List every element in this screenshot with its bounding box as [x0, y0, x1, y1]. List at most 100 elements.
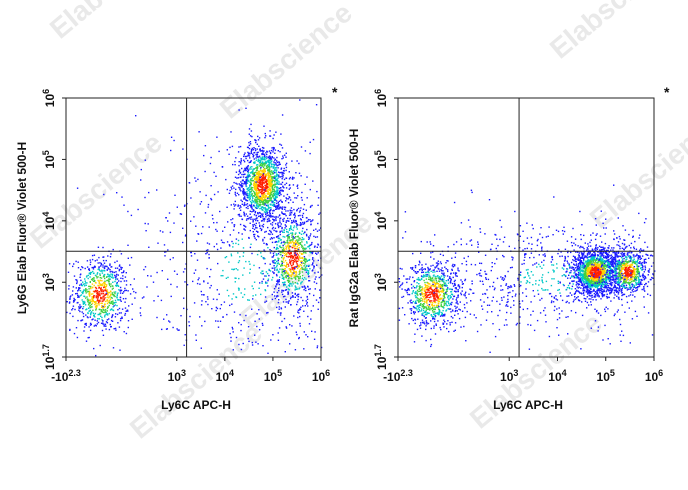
event-point: [247, 151, 249, 154]
event-point: [112, 287, 114, 289]
event-point: [261, 188, 263, 190]
event-point: [259, 159, 262, 161]
event-point: [309, 206, 312, 208]
event-point: [123, 331, 125, 333]
event-point: [420, 294, 422, 296]
event-point: [302, 253, 304, 255]
event-point: [319, 297, 321, 299]
event-point: [215, 306, 218, 309]
event-point: [122, 277, 124, 280]
event-point: [249, 191, 251, 193]
event-point: [432, 275, 435, 277]
event-point: [242, 179, 244, 181]
event-point: [110, 325, 112, 328]
event-point: [279, 172, 281, 174]
event-point: [419, 279, 421, 281]
event-point: [273, 291, 275, 293]
event-point: [252, 231, 254, 233]
event-point: [234, 176, 237, 178]
event-point: [255, 177, 257, 179]
event-point: [437, 283, 440, 285]
event-point: [81, 311, 83, 313]
event-point: [413, 280, 415, 283]
event-point: [265, 201, 268, 203]
event-point: [427, 322, 430, 325]
event-point: [90, 287, 92, 290]
event-point: [270, 231, 272, 234]
event-point: [287, 251, 289, 254]
event-point: [273, 165, 275, 167]
event-point: [290, 232, 292, 234]
event-point: [578, 262, 580, 265]
event-point: [451, 301, 453, 304]
event-point: [418, 260, 421, 262]
event-point: [259, 164, 261, 167]
event-point: [304, 258, 307, 261]
event-point: [295, 261, 298, 263]
event-point: [123, 270, 125, 273]
event-point: [450, 288, 452, 290]
watermark-text: Elabscience: [44, 0, 188, 45]
event-point: [290, 257, 292, 259]
event-point: [257, 151, 259, 153]
event-point: [298, 237, 300, 239]
event-point: [268, 269, 270, 271]
event-point: [99, 276, 101, 279]
event-point: [280, 264, 282, 266]
event-point: [298, 162, 300, 165]
event-point: [264, 132, 266, 135]
event-point: [277, 150, 279, 152]
event-point: [318, 229, 320, 231]
event-point: [275, 273, 278, 276]
event-point: [268, 176, 270, 178]
event-point: [593, 266, 596, 269]
event-point: [76, 336, 79, 339]
event-point: [273, 148, 275, 150]
event-point: [103, 309, 105, 312]
event-point: [303, 331, 305, 333]
event-point: [453, 295, 456, 297]
event-point: [258, 185, 261, 187]
event-point: [419, 293, 421, 295]
event-point: [303, 259, 306, 261]
event-point: [249, 191, 251, 194]
event-point: [430, 304, 433, 306]
event-point: [282, 268, 285, 271]
event-point: [231, 303, 233, 305]
event-point: [99, 284, 101, 287]
event-point: [266, 185, 269, 187]
event-point: [449, 302, 452, 305]
event-point: [619, 272, 621, 275]
event-point: [299, 242, 301, 245]
event-point: [273, 172, 275, 174]
event-point: [267, 204, 269, 206]
event-point: [433, 298, 435, 300]
event-point: [425, 328, 427, 331]
event-point: [257, 196, 259, 198]
event-point: [281, 277, 284, 280]
event-point: [266, 214, 268, 217]
event-point: [98, 294, 100, 297]
event-point: [297, 239, 299, 241]
event-point: [86, 296, 88, 298]
event-point: [576, 286, 578, 288]
event-point: [263, 168, 266, 170]
event-point: [448, 304, 450, 306]
event-point: [217, 262, 219, 265]
event-point: [102, 296, 104, 298]
event-point: [431, 290, 434, 293]
event-point: [284, 268, 286, 270]
event-point: [577, 257, 579, 259]
event-point: [286, 235, 288, 237]
event-point: [107, 255, 109, 257]
event-point: [239, 314, 241, 316]
event-point: [69, 328, 71, 331]
event-point: [248, 195, 251, 197]
event-point: [581, 256, 583, 258]
event-point: [226, 149, 228, 151]
event-point: [261, 214, 264, 217]
event-point: [250, 195, 252, 197]
event-point: [283, 278, 285, 280]
event-point: [231, 240, 233, 243]
event-point: [290, 212, 293, 214]
